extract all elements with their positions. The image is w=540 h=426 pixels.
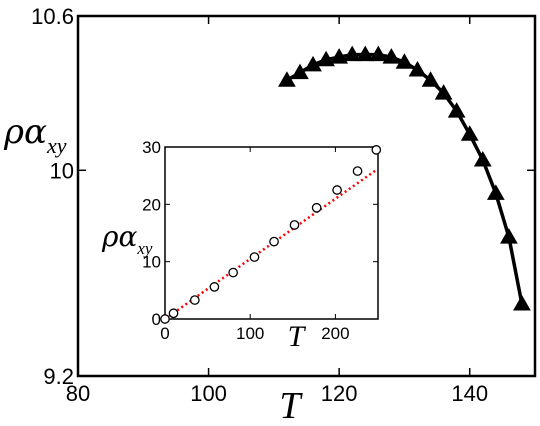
main-x-axis-label: T (279, 385, 303, 426)
main-series (278, 45, 531, 311)
inset-circle-point (311, 202, 322, 213)
inset-series (160, 145, 382, 324)
main-y-tick-label: 10 (50, 158, 74, 183)
inset-circle-point (249, 252, 260, 262)
inset-y-tick-label: 0 (152, 310, 161, 329)
main-triangle-point (460, 125, 479, 141)
main-triangle-point (395, 53, 414, 69)
main-y-axis-label-sub: xy (46, 133, 67, 158)
main-ticks (77, 15, 535, 377)
main-triangle-point (356, 45, 375, 62)
inset-circle-point (269, 236, 279, 247)
main-plot-frame (76, 14, 537, 378)
inset-tick-labels: 0 100 200 0 10 20 30 (142, 138, 350, 343)
main-triangle-point (291, 63, 309, 80)
inset-circle-point (189, 295, 200, 305)
main-x-tick-label: 140 (451, 381, 488, 406)
inset-x-tick-label: 100 (236, 324, 264, 343)
inset-y-tick-label: 30 (142, 138, 161, 157)
main-triangle-point (434, 84, 453, 100)
main-y-axis-label: ραxy (3, 112, 67, 158)
main-y-axis-label-main: ρα (3, 112, 47, 152)
main-triangle-point (486, 184, 505, 200)
inset-x-tick-label: 200 (321, 324, 349, 343)
inset-y-tick-label: 20 (142, 195, 161, 214)
inset-fit-line (164, 168, 378, 321)
main-x-tick-label: 80 (66, 381, 90, 406)
main-triangle-point (304, 55, 322, 72)
inset-circle-point (160, 314, 170, 324)
inset-circle-point (371, 145, 382, 155)
main-y-tick-label: 10.6 (31, 4, 74, 29)
main-triangle-point (421, 71, 440, 87)
main-triangle-point (382, 48, 401, 64)
main-triangle-point (408, 60, 427, 77)
inset-x-axis-label: T (288, 320, 307, 353)
main-triangle-point (513, 294, 531, 311)
main-triangle-point (447, 102, 466, 118)
main-y-tick-label: 9.2 (43, 364, 74, 389)
main-triangle-point (330, 48, 349, 64)
inset-y-axis-label: ραxy (101, 220, 153, 258)
inset-x-tick-label: 0 (160, 324, 169, 343)
inset-plot-frame (164, 146, 379, 320)
main-x-tick-label: 100 (190, 381, 227, 406)
main-triangle-point (278, 71, 296, 87)
inset-circle-point (352, 166, 363, 176)
main-triangle-point (473, 150, 492, 167)
main-triangle-point (317, 50, 335, 67)
main-triangle-point (369, 45, 388, 62)
main-x-tick-label: 120 (321, 381, 358, 406)
inset-circle-point (289, 220, 300, 230)
inset-y-axis-label-main: ρα (101, 220, 137, 253)
main-triangle-point (343, 45, 362, 62)
inset-circle-point (168, 308, 179, 319)
inset-y-axis-label-sub: xy (136, 239, 153, 258)
inset-y-tick-label: 10 (142, 253, 161, 272)
main-triangle-point (500, 228, 518, 244)
inset-circle-point (228, 267, 239, 278)
inset-circle-point (332, 185, 342, 195)
inset-circle-point (209, 282, 220, 292)
